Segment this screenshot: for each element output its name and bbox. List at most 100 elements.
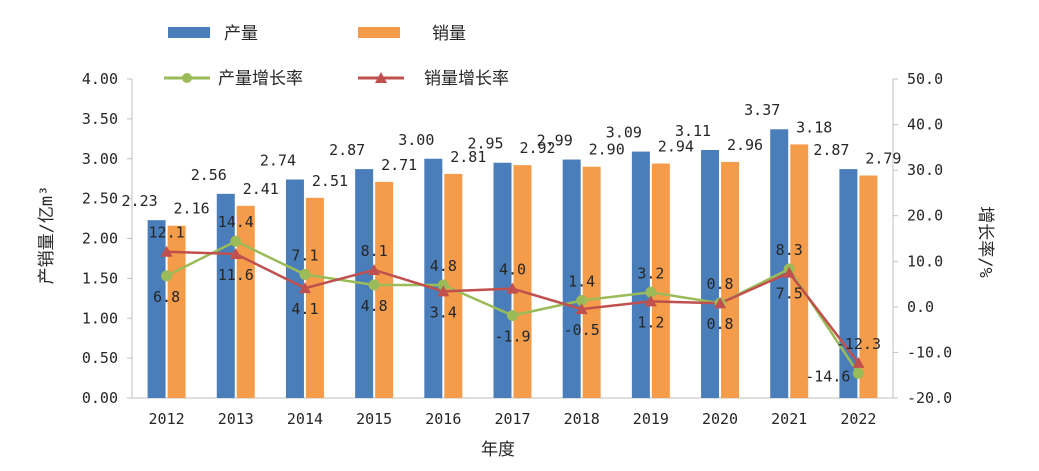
point-production-growth: [161, 270, 173, 282]
y-left-tick-label: 1.50: [82, 269, 118, 287]
data-label-production: 2.87: [813, 141, 849, 159]
x-tick-label: 2019: [633, 410, 669, 428]
bar-sales: [513, 165, 532, 398]
point-production-growth: [230, 235, 242, 247]
point-sales-growth: [229, 247, 242, 259]
bars: [147, 129, 878, 398]
y-left-tick-label: 0.00: [82, 389, 118, 407]
x-tick-label: 2021: [771, 410, 807, 428]
data-label-production-growth: 4.8: [361, 297, 388, 315]
legend-item-sales: 销量: [358, 24, 466, 44]
y-right-tick-label: 0.0: [907, 298, 934, 316]
data-label-production-growth: 3.2: [637, 264, 664, 282]
data-label-sales-growth: 1.2: [637, 313, 664, 331]
bar-sales: [236, 205, 255, 398]
lines: [160, 235, 865, 379]
point-production-growth: [645, 286, 657, 298]
y-left-tick-label: 3.50: [82, 110, 118, 128]
bar-production: [839, 169, 858, 398]
data-label-sales-growth: 11.6: [218, 266, 254, 284]
point-production-growth: [576, 294, 588, 306]
data-label-production-growth: -14.6: [805, 367, 850, 385]
y-left-tick-label: 2.50: [82, 190, 118, 208]
y-right-tick-label: -10.0: [907, 343, 952, 361]
y-left-tick-label: 0.50: [82, 349, 118, 367]
y-left-tick-label: 4.00: [82, 70, 118, 88]
legend-swatch-production: [168, 27, 210, 38]
data-label-sales-growth: 4.0: [499, 261, 526, 279]
data-label-sales: 3.18: [796, 118, 832, 136]
x-tick-label: 2022: [840, 410, 876, 428]
x-axis-title: 年度: [481, 440, 515, 460]
data-label-sales: 2.79: [865, 149, 901, 167]
legend-label-production-growth: 产量增长率: [218, 69, 303, 89]
point-production-growth: [368, 279, 380, 291]
point-sales-growth: [575, 303, 588, 315]
bar-sales: [721, 161, 740, 398]
y-left-tick-label: 1.00: [82, 309, 118, 327]
point-production-growth: [507, 310, 518, 322]
x-tick-label: 2016: [425, 410, 461, 428]
y-left-tick-label: 2.00: [82, 230, 118, 248]
y-left-tick-label: 3.00: [82, 150, 118, 168]
legend-swatch-sales: [358, 27, 400, 38]
bar-production: [285, 179, 304, 398]
data-label-production-growth: 1.4: [568, 272, 595, 290]
legend-marker-triangle-icon: [375, 72, 387, 83]
data-label-sales: 2.81: [450, 148, 486, 166]
x-tick-label: 2015: [356, 410, 392, 428]
data-label-production: 3.00: [398, 131, 434, 149]
data-label-sales: 2.94: [658, 138, 694, 156]
data-label-sales: 2.92: [519, 139, 555, 157]
point-production-growth: [299, 269, 311, 281]
legend-label-sales: 销量: [432, 24, 466, 44]
data-label-production: 2.74: [260, 151, 296, 169]
bar-sales: [305, 197, 324, 398]
data-label-production: 3.09: [606, 124, 642, 142]
point-sales-growth: [714, 297, 727, 309]
data-label-sales-growth: 4.1: [291, 300, 318, 318]
legend-item-production: 产量: [168, 24, 258, 44]
legend-marker-circle-icon: [182, 73, 192, 83]
data-label-production-growth: 7.1: [291, 247, 318, 265]
data-label-production-growth: 0.8: [706, 275, 733, 293]
data-label-sales-growth: 12.1: [149, 224, 185, 242]
data-label-production-growth: 4.8: [430, 257, 457, 275]
x-tick-label: 2014: [287, 410, 323, 428]
axes: 0.00 0.50 1.00 1.50 2.00 2.50 3.00 3.50 4.00 -20.…: [82, 70, 952, 428]
y-right-tick-label: 40.0: [907, 116, 943, 134]
data-labels: 2.23 2.16 2.56 2.41 2.74 2.51 2.87 2.71 3.00 2.81…: [122, 101, 902, 385]
data-label-production: 2.56: [191, 166, 227, 184]
data-label-sales: 2.16: [174, 200, 210, 218]
point-sales-growth: [368, 263, 381, 275]
data-label-sales: 2.96: [727, 136, 763, 154]
point-sales-growth: [644, 295, 657, 307]
bar-production: [770, 129, 789, 398]
bar-production: [631, 151, 650, 398]
y-right-tick-label: 10.0: [907, 252, 943, 270]
data-label-production-growth: 14.4: [218, 213, 254, 231]
bar-production: [493, 162, 512, 398]
bar-sales: [375, 181, 394, 398]
legend: 产量 销量 产量增长率 销量增长率: [164, 24, 509, 89]
data-label-production: 3.37: [744, 101, 780, 119]
bar-sales: [790, 144, 809, 398]
point-sales-growth: [298, 282, 311, 294]
data-label-sales-growth: 7.5: [776, 285, 803, 303]
data-label-sales: 2.51: [312, 172, 348, 190]
y-right-tick-label: 30.0: [907, 161, 943, 179]
data-label-sales-growth: 3.4: [430, 303, 457, 321]
point-sales-growth: [852, 356, 865, 368]
data-label-production: 3.11: [675, 122, 711, 140]
data-label-sales-growth: 8.1: [361, 242, 388, 260]
bar-production: [701, 149, 720, 398]
bar-production: [147, 220, 166, 398]
bar-sales: [582, 166, 601, 398]
data-label-sales: 2.71: [381, 156, 417, 174]
legend-item-production-growth: 产量增长率: [164, 69, 303, 89]
legend-item-sales-growth: 销量增长率: [358, 69, 509, 89]
data-label-production-growth: 8.3: [776, 241, 803, 259]
data-label-sales: 2.90: [589, 141, 625, 159]
